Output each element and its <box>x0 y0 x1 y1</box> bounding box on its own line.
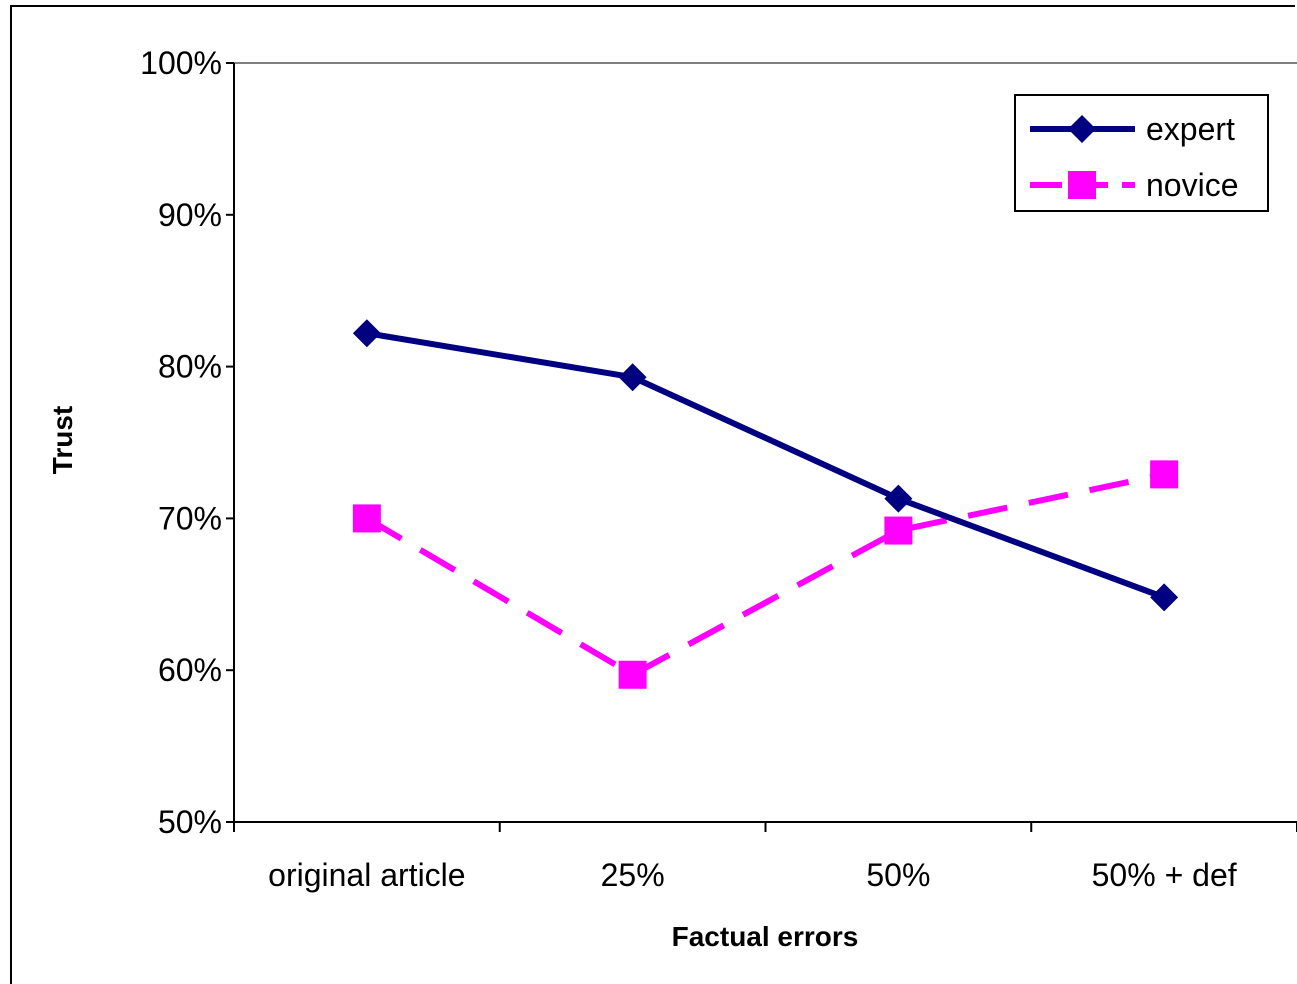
data-point-novice <box>1150 460 1179 489</box>
y-tick-label: 70% <box>158 500 222 536</box>
series-line-expert <box>366 330 1166 601</box>
series-novice <box>352 460 1179 689</box>
legend-item-expert: expert <box>1030 111 1235 147</box>
legend-label-expert: expert <box>1146 111 1235 147</box>
axes <box>226 62 1297 832</box>
y-tick-label: 80% <box>158 349 222 385</box>
data-point-expert <box>884 484 913 513</box>
x-tick-label: 25% <box>601 857 665 893</box>
y-tick-label: 50% <box>158 804 222 840</box>
legend-box <box>1014 94 1269 212</box>
x-tick-label: original article <box>268 857 465 893</box>
legend-marker-novice <box>1068 171 1096 199</box>
legend-marker-expert <box>1068 115 1096 143</box>
data-point-novice <box>618 660 647 689</box>
x-tick-label: 50% + def <box>1092 857 1237 893</box>
data-point-expert <box>618 363 647 392</box>
x-tick-label: 50% <box>866 857 930 893</box>
legend-label-novice: novice <box>1146 167 1239 203</box>
data-point-expert <box>352 319 381 348</box>
series-layer <box>352 319 1179 689</box>
y-tick-label: 90% <box>158 197 222 233</box>
x-axis-title: Factual errors <box>672 921 859 952</box>
chart-frame <box>10 5 1295 984</box>
legend: expert novice <box>1014 94 1269 212</box>
series-expert <box>352 319 1179 612</box>
y-axis-title: Trust <box>47 406 78 474</box>
data-point-novice <box>884 516 913 545</box>
legend-item-novice: novice <box>1030 167 1239 203</box>
x-tick-labels: original article 25% 50% 50% + def <box>268 857 1237 893</box>
series-line-novice <box>365 471 1165 678</box>
data-point-novice <box>352 504 381 533</box>
y-tick-labels: 50% 60% 70% 80% 90% 100% <box>140 45 222 840</box>
data-point-expert <box>1150 583 1179 612</box>
y-tick-label: 100% <box>140 45 222 81</box>
y-tick-label: 60% <box>158 652 222 688</box>
